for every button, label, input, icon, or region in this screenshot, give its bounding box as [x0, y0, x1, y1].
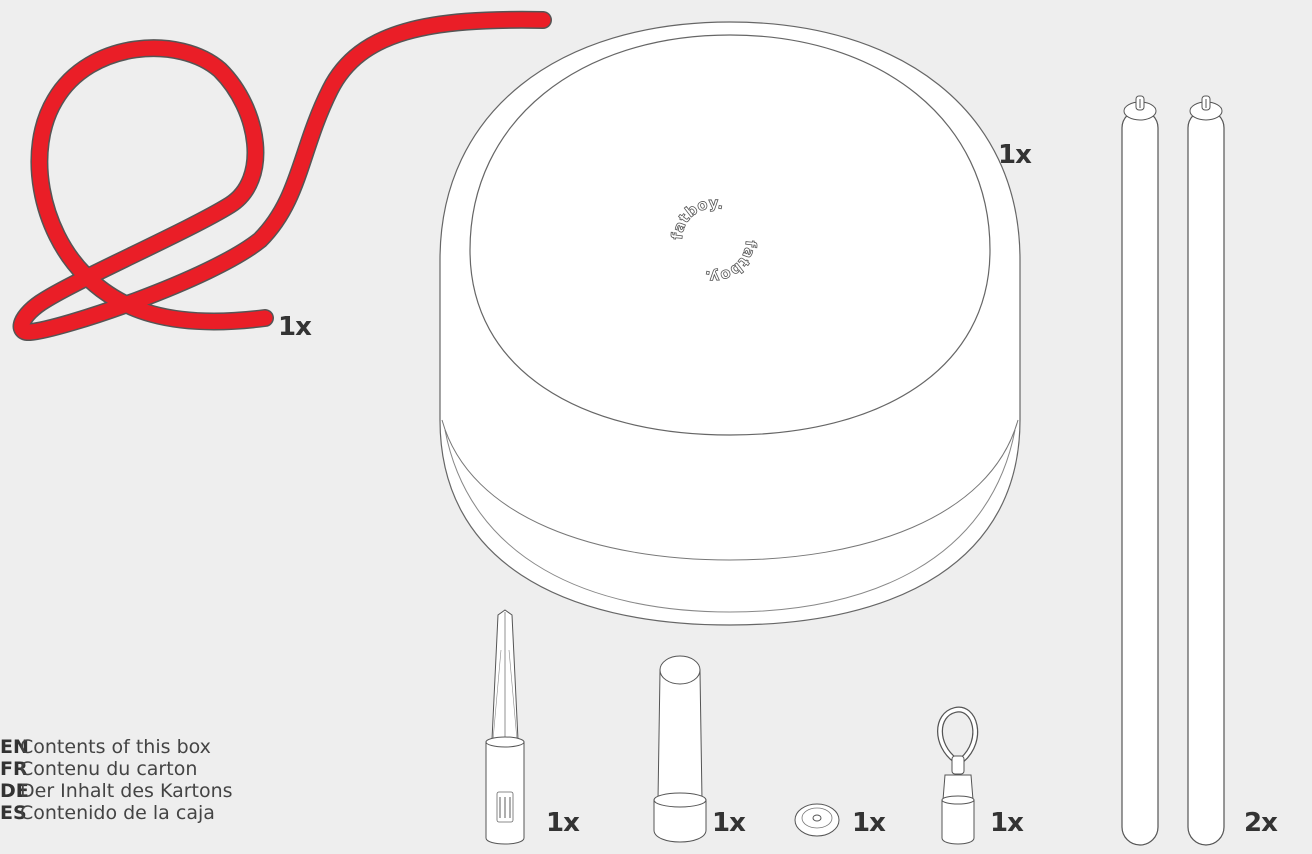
- hook-weight: [937, 706, 979, 845]
- legend-lang-code: ES: [0, 802, 27, 824]
- legend-lang-code: EN: [0, 736, 29, 758]
- pouf-quantity: 1x: [998, 140, 1032, 170]
- legend-lang-code: DE: [0, 780, 29, 802]
- ground-spike: [485, 609, 525, 845]
- legend-text: Contenu du carton: [20, 758, 198, 780]
- spike-quantity: 1x: [546, 808, 580, 838]
- pole-right: [1187, 95, 1225, 846]
- rope: [12, 10, 552, 341]
- legend-row-fr: FRContenu du carton: [0, 758, 233, 780]
- legend-row-en: ENContents of this box: [0, 736, 233, 758]
- contents-legend: ENContents of this box FRContenu du cart…: [0, 736, 233, 824]
- washer: [794, 803, 840, 837]
- pole-left: [1121, 95, 1159, 846]
- legend-text: Contenido de la caja: [20, 802, 215, 824]
- poles-quantity: 2x: [1244, 808, 1278, 838]
- hook-quantity: 1x: [990, 808, 1024, 838]
- pouf: fatboy. fatboy.: [439, 21, 1021, 626]
- cap-quantity: 1x: [712, 808, 746, 838]
- legend-row-de: DEDer Inhalt des Kartons: [0, 780, 233, 802]
- legend-lang-code: FR: [0, 758, 28, 780]
- legend-row-es: ESContenido de la caja: [0, 802, 233, 824]
- washer-quantity: 1x: [852, 808, 886, 838]
- end-cap: [653, 655, 707, 843]
- rope-quantity: 1x: [278, 312, 312, 342]
- legend-text: Contents of this box: [20, 736, 211, 758]
- legend-text: Der Inhalt des Kartons: [20, 780, 233, 802]
